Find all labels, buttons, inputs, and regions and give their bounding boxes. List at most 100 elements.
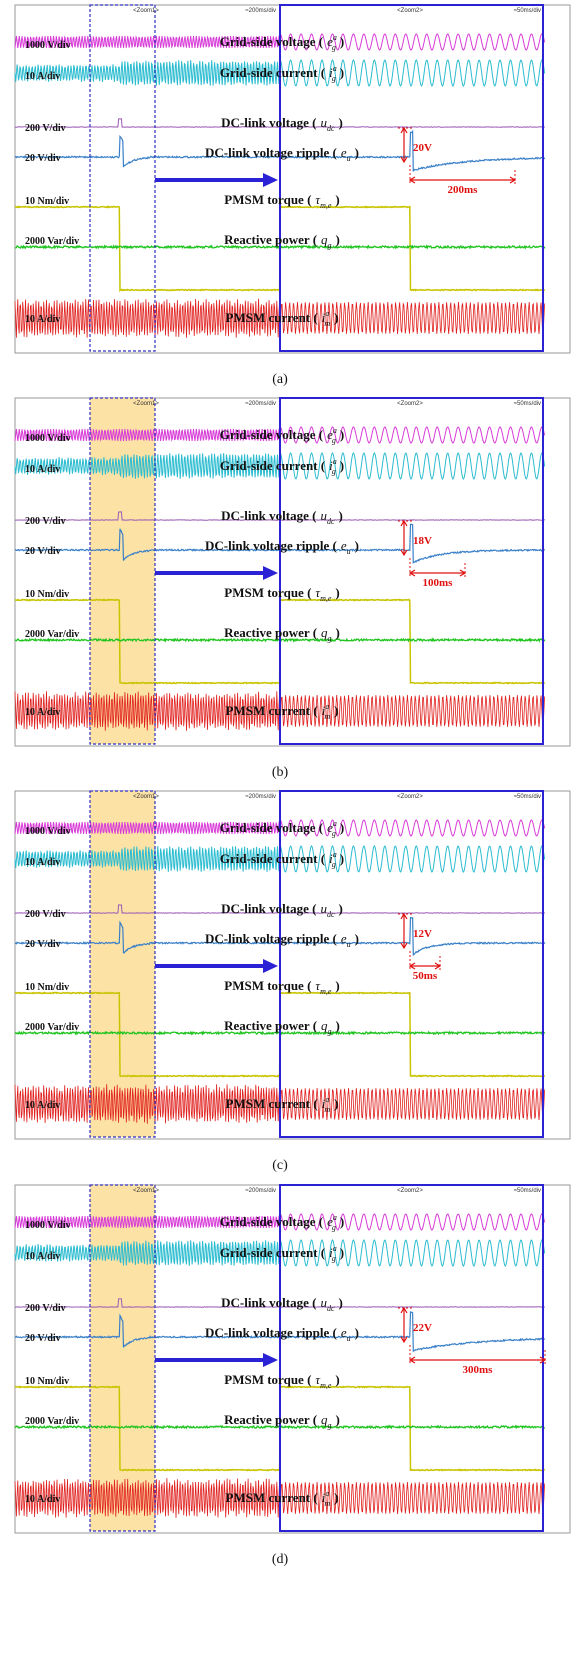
channel-scale: 1000 V/div xyxy=(25,826,71,837)
zoom-shade xyxy=(90,1185,155,1531)
channel-close: ) xyxy=(355,1325,359,1340)
channel-name: Grid-side voltage ( xyxy=(220,427,323,442)
channel-scale: 10 A/div xyxy=(25,1251,60,1262)
settle-label: 50ms xyxy=(413,970,438,982)
channel-name: DC-link voltage ( xyxy=(221,901,316,916)
channel-scale: 10 A/div xyxy=(25,1100,60,1111)
caption: (b) xyxy=(272,765,289,780)
channel-scale: 200 V/div xyxy=(25,516,66,527)
channel-name: PMSM current ( xyxy=(226,703,318,718)
channel-sub: g xyxy=(328,241,332,250)
channel-scale: 10 A/div xyxy=(25,707,60,718)
timebase-main: ≈200ms/div xyxy=(245,794,276,800)
frame xyxy=(15,5,570,353)
ripple-label: 18V xyxy=(413,535,432,547)
channel-scale: 20 V/div xyxy=(25,939,61,950)
channel-name: Grid-side current ( xyxy=(220,1245,325,1260)
channel-scale: 10 A/div xyxy=(25,71,60,82)
channel-close: ) xyxy=(340,820,344,835)
channel-sup: a xyxy=(325,702,329,711)
channel-sub: dc xyxy=(327,517,335,526)
channel-sub: g xyxy=(332,436,336,445)
channel-close: ) xyxy=(335,585,339,600)
channel-name: DC-link voltage ( xyxy=(221,508,316,523)
channel-sup: a xyxy=(333,1213,337,1222)
channel-name: PMSM current ( xyxy=(226,1490,318,1505)
channel-scale: 20 V/div xyxy=(25,1333,61,1344)
channel-sup: a xyxy=(333,850,337,859)
channel-close: ) xyxy=(355,538,359,553)
timebase-zoom: ≈50ms/div xyxy=(514,794,541,800)
channel-sub: g xyxy=(332,1254,336,1263)
channel-close: ) xyxy=(339,901,343,916)
channel-close: ) xyxy=(334,1096,338,1111)
ripple-label: 20V xyxy=(413,142,432,154)
channel-sub: dc xyxy=(327,1304,335,1313)
channel-name: Reactive power ( xyxy=(224,625,317,640)
channel-sub: g xyxy=(332,1223,336,1232)
channel-close: ) xyxy=(355,931,359,946)
channel-sub: g xyxy=(328,634,332,643)
channel-close: ) xyxy=(336,1018,340,1033)
channel-scale: 10 Nm/div xyxy=(25,982,69,993)
channel-sup: a xyxy=(333,33,337,42)
channel-scale: 10 A/div xyxy=(25,464,60,475)
channel-sub: g xyxy=(332,467,336,476)
channel-scale: 10 Nm/div xyxy=(25,196,69,207)
channel-scale: 10 A/div xyxy=(25,1494,60,1505)
settle-label: 100ms xyxy=(423,577,454,589)
channel-sup: a xyxy=(325,1489,329,1498)
channel-sub: m xyxy=(324,1105,330,1114)
channel-sub: m xyxy=(324,1499,330,1508)
channel-scale: 20 V/div xyxy=(25,546,61,557)
channel-close: ) xyxy=(340,65,344,80)
channel-close: ) xyxy=(340,1214,344,1229)
zoom2-label: <Zoom2> xyxy=(397,1188,423,1194)
channel-name: Reactive power ( xyxy=(224,1018,317,1033)
settle-label: 200ms xyxy=(448,184,479,196)
channel-scale: 1000 V/div xyxy=(25,40,71,51)
zoom2-label: <Zoom2> xyxy=(397,8,423,14)
channel-name: PMSM torque ( xyxy=(224,192,311,207)
channel-sub: m,e xyxy=(320,594,332,603)
channel-sub: u xyxy=(347,154,351,163)
channel-name: DC-link voltage ripple ( xyxy=(205,931,337,946)
channel-close: ) xyxy=(339,115,343,130)
channel-scale: 20 V/div xyxy=(25,153,61,164)
channel-sub: g xyxy=(332,74,336,83)
channel-sub: m xyxy=(324,319,330,328)
zoom1-label: <Zoom1> xyxy=(133,401,159,407)
channel-name: Grid-side voltage ( xyxy=(220,1214,323,1229)
channel-name: DC-link voltage ( xyxy=(221,1295,316,1310)
timebase-main: ≈200ms/div xyxy=(245,1188,276,1194)
channel-close: ) xyxy=(340,458,344,473)
channel-sub: g xyxy=(328,1421,332,1430)
caption: (c) xyxy=(272,1158,288,1173)
channel-scale: 2000 Var/div xyxy=(25,629,79,640)
figure: <Zoom1> ≈200ms/div <Zoom2> ≈50ms/div 1000 V/… xyxy=(0,0,584,1661)
zoom1-label: <Zoom1> xyxy=(133,8,159,14)
channel-sup: a xyxy=(333,457,337,466)
zoom1-label: <Zoom1> xyxy=(133,1188,159,1194)
channel-name: Reactive power ( xyxy=(224,232,317,247)
channel-sub: m,e xyxy=(320,987,332,996)
channel-scale: 2000 Var/div xyxy=(25,1416,79,1427)
channel-close: ) xyxy=(335,192,339,207)
channel-name: DC-link voltage ripple ( xyxy=(205,145,337,160)
channel-name: DC-link voltage ( xyxy=(221,115,316,130)
zoom1-label: <Zoom1> xyxy=(133,794,159,800)
timebase-main: ≈200ms/div xyxy=(245,8,276,14)
channel-close: ) xyxy=(334,1490,338,1505)
channel-name: Grid-side voltage ( xyxy=(220,34,323,49)
channel-scale: 200 V/div xyxy=(25,1303,66,1314)
ripple-label: 22V xyxy=(413,1322,432,1334)
channel-close: ) xyxy=(339,1295,343,1310)
channel-close: ) xyxy=(355,145,359,160)
channel-close: ) xyxy=(335,978,339,993)
channel-name: Grid-side current ( xyxy=(220,458,325,473)
channel-scale: 1000 V/div xyxy=(25,433,71,444)
channel-sup: a xyxy=(333,819,337,828)
channel-name: PMSM current ( xyxy=(226,310,318,325)
channel-scale: 2000 Var/div xyxy=(25,1022,79,1033)
channel-scale: 10 Nm/div xyxy=(25,1376,69,1387)
